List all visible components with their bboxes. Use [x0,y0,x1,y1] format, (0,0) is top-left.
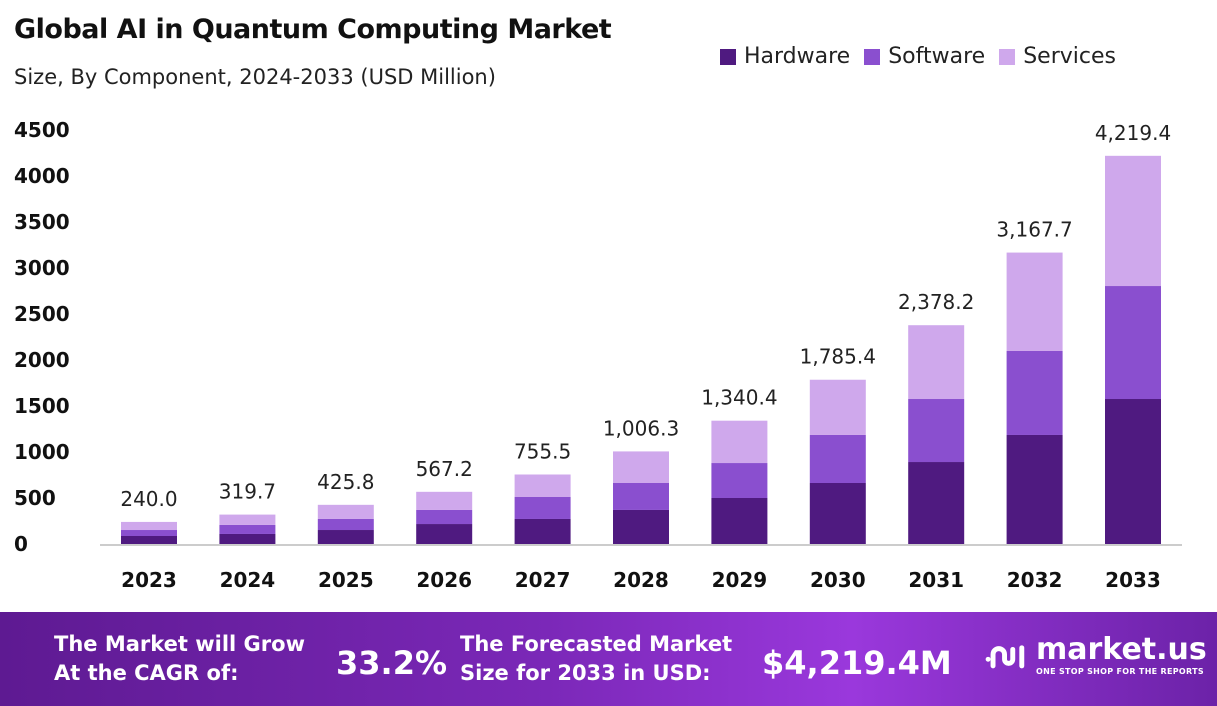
total-label: 1,340.4 [701,386,777,410]
bar-segment-hardware [809,483,866,544]
total-label: 2,378.2 [898,290,974,314]
total-label: 755.5 [514,439,571,463]
bar-segment-software [613,483,669,510]
bar-segment-hardware [711,498,768,544]
cagr-label-line1: The Market will Grow [54,632,305,656]
y-tick-label: 4000 [14,164,70,188]
y-tick-label: 3000 [14,256,70,280]
bar-segment-software [121,530,177,536]
bar-segment-services [219,514,276,525]
bar-segment-services [121,521,177,531]
total-label: 3,167.7 [996,218,1072,242]
logo-icon [985,644,1025,668]
x-tick-label: 2028 [613,568,669,592]
bar-segment-hardware [121,535,177,544]
legend-label: Hardware [744,44,851,69]
bar-segment-software [809,434,866,484]
x-tick-label: 2023 [121,568,177,592]
y-tick-label: 1000 [14,440,70,464]
x-tick-label: 2026 [416,568,472,592]
forecast-label: The Forecasted Market Size for 2033 in U… [460,630,732,688]
x-tick-label: 2027 [515,568,571,592]
y-tick-label: 1500 [14,394,70,418]
bar-segment-software [1105,286,1161,400]
bar-chart: 0 500 1000 1500 2000 2500 3000 3500 4000 4500 240.… [14,118,1182,592]
chart-subtitle: Size, By Component, 2024-2033 (USD Milli… [14,65,496,89]
bar-segment-hardware [1105,399,1161,544]
y-tick-label: 3500 [14,210,70,234]
legend-label: Services [1023,44,1116,69]
chart-title: Global AI in Quantum Computing Market [14,14,612,45]
y-tick-label: 2000 [14,348,70,372]
cagr-label-line2: At the CAGR of: [54,661,239,685]
bar-segment-services [908,325,965,400]
y-tick-label: 4500 [14,118,70,142]
bar-segment-services [416,491,473,510]
bar-segment-services [514,474,571,497]
bar-segment-hardware [317,530,374,544]
legend-swatch [999,48,1016,65]
legend-swatch [720,48,736,65]
summary-banner: The Market will Grow At the CAGR of: 33.… [0,612,1217,706]
bar-segment-software [219,524,276,534]
x-tick-label: 2031 [908,568,964,592]
bar-segment-hardware [613,509,669,544]
x-tick-label: 2033 [1105,568,1161,592]
total-label: 567.2 [416,457,473,481]
legend-item-software: Software [864,44,985,69]
legend-item-services: Services [999,44,1116,69]
bar-segment-software [416,509,473,525]
bar-segment-hardware [416,524,473,544]
bar-segment-software [908,399,965,463]
cagr-value: 33.2% [336,644,448,682]
y-tick-label: 2500 [14,302,70,326]
x-tick-label: 2029 [712,568,768,592]
y-tick-label: 0 [14,532,28,556]
market-us-logo: market.us ONE STOP SHOP FOR THE REPORTS [984,634,1207,677]
total-label: 425.8 [317,470,374,494]
total-label: 4,219.4 [1095,121,1171,145]
x-tick-label: 2024 [220,568,276,592]
bar-segment-hardware [219,533,276,544]
forecast-label-line1: The Forecasted Market [460,632,733,656]
logo-tagline: ONE STOP SHOP FOR THE REPORTS [1036,667,1204,676]
logo-name: market.us [1036,632,1207,667]
cagr-label: The Market will Grow At the CAGR of: [54,630,305,688]
bar-segment-software [711,463,768,498]
total-label: 1,006.3 [603,416,679,440]
x-tick-label: 2025 [318,568,374,592]
bar-segment-services [1006,252,1063,351]
bar-segment-services [809,379,866,435]
total-label: 1,785.4 [800,345,876,369]
bar-segment-hardware [514,518,571,544]
legend: Hardware Software Services [720,44,1116,69]
bar-segment-hardware [1006,434,1063,544]
bar-segment-services [317,504,374,519]
bar-segment-hardware [908,462,965,544]
bar-segment-software [317,518,374,531]
legend-swatch [864,48,881,65]
legend-label: Software [888,44,986,69]
x-tick-label: 2030 [810,568,866,592]
forecast-label-line2: Size for 2033 in USD: [460,661,711,685]
bar-segment-services [711,420,768,464]
bar-segment-software [1006,350,1063,435]
total-label: 240.0 [120,487,177,511]
forecast-value: $4,219.4M [762,644,952,682]
y-tick-label: 500 [14,486,56,510]
legend-item-hardware: Hardware [720,44,850,69]
bar-segment-software [514,496,571,519]
bar-segment-services [1105,155,1161,287]
bar-segment-services [613,451,669,484]
total-label: 319.7 [219,480,276,504]
x-tick-label: 2032 [1007,568,1063,592]
